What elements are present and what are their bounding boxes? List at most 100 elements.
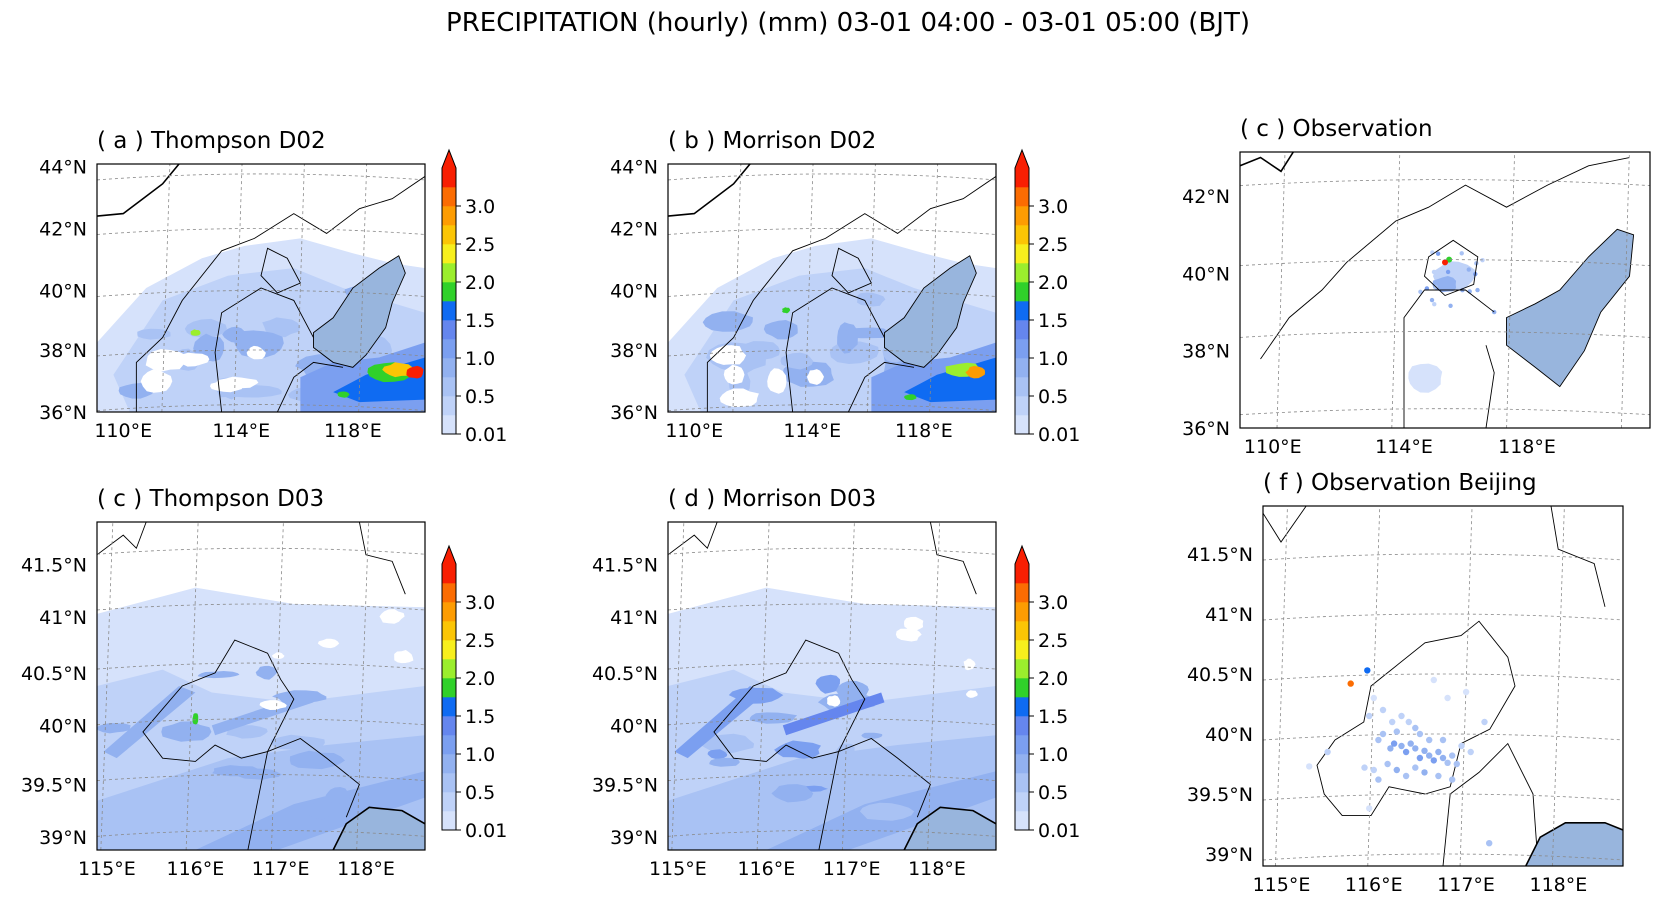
station-point-25 (1371, 695, 1377, 701)
panel-c_obs: ( c ) Observation110°E 114°E 118°E36°N38°N… (1182, 116, 1650, 458)
x-tick-c_obs-2: 118°E (1498, 436, 1556, 458)
colorbar-tick-d-1: 0.5 (1038, 782, 1068, 804)
colorbar-level-a-5 (442, 320, 456, 339)
panel-title-d: ( d ) Morrison D03 (668, 486, 876, 512)
map-area-c_obs (1240, 152, 1650, 428)
y-tick-f-2: 40°N (1205, 724, 1253, 746)
x-tick-b-0: 110°E (665, 420, 723, 442)
x-tick-a-1: 114°E (212, 420, 270, 442)
y-tick-b-3: 42°N (610, 218, 658, 240)
colorbar-level-d-5 (1015, 716, 1029, 735)
station-point-22 (1398, 713, 1404, 719)
x-tick-f-2: 117°E (1437, 874, 1495, 896)
colorbar-level-d-0 (1015, 811, 1029, 830)
station-point-3 (1380, 731, 1386, 737)
map-area-d (668, 522, 996, 850)
y-tick-a-0: 36°N (39, 402, 87, 424)
colorbar-tick-b-5: 2.5 (1038, 234, 1068, 256)
colorbar-tick-d-5: 2.5 (1038, 630, 1068, 652)
y-tick-c-3: 40.5°N (21, 663, 87, 685)
colorbar-level-c-1 (442, 792, 456, 811)
station-point-15 (1440, 755, 1446, 761)
panel-a: ( a ) Thompson D02110°E 114°E 118°E36°N38°… (39, 128, 425, 442)
y-tick-d-3: 40.5°N (592, 663, 658, 685)
station-point-5 (1391, 740, 1397, 746)
colorbar-tick-b-3: 1.5 (1038, 310, 1068, 332)
station-point-41 (1444, 695, 1450, 701)
colorbar-level-c-4 (442, 735, 456, 754)
colorbar-level-d-10 (1015, 621, 1029, 640)
panel-b: ( b ) Morrison D02110°E 114°E 118°E36°N38°… (610, 128, 996, 442)
station-point-23 (1389, 719, 1395, 725)
y-tick-c_obs-3: 42°N (1182, 186, 1230, 208)
station-point-21 (1406, 719, 1412, 725)
colorbar-level-b-9 (1015, 244, 1029, 263)
colorbar-level-d-7 (1015, 678, 1029, 697)
colorbar-level-c-13 (442, 564, 456, 583)
y-tick-c_obs-0: 36°N (1182, 418, 1230, 440)
colorbar-tick-d-3: 1.5 (1038, 706, 1068, 728)
obs-station-max-red-c_obs (1442, 259, 1448, 265)
x-tick-c-0: 115°E (78, 858, 136, 880)
y-tick-b-0: 36°N (610, 402, 658, 424)
panel-title-c_obs: ( c ) Observation (1240, 116, 1433, 142)
panel-title-b: ( b ) Morrison D02 (668, 128, 876, 154)
colorbar-level-b-2 (1015, 377, 1029, 396)
x-tick-f-1: 116°E (1345, 874, 1403, 896)
colorbar-level-c-7 (442, 678, 456, 697)
colorbar-tick-c-1: 0.5 (465, 782, 495, 804)
colorbar-tick-b-6: 3.0 (1038, 196, 1068, 218)
colorbar-level-d-6 (1015, 697, 1029, 716)
panel-c: ( c ) Thompson D03115°E 116°E 117°E 118°E39… (21, 486, 425, 880)
colorbar-level-a-13 (442, 168, 456, 187)
station-point-40 (1463, 689, 1469, 695)
colorbar-level-a-3 (442, 358, 456, 377)
colorbar-level-b-0 (1015, 415, 1029, 434)
colorbar-level-d-4 (1015, 735, 1029, 754)
colorbar-tick-c-5: 2.5 (465, 630, 495, 652)
colorbar-level-d-12 (1015, 583, 1029, 602)
panel-f: ( f ) Observation Beijing 115°E 116°E 117°E… (1187, 470, 1623, 896)
station-point-16 (1444, 760, 1450, 766)
figure-title: PRECIPITATION (hourly) (mm) 03-01 04:00 … (446, 8, 1250, 38)
station-point-29 (1403, 773, 1409, 779)
colorbar-level-b-8 (1015, 263, 1029, 282)
colorbar-tick-c-3: 1.5 (465, 706, 495, 728)
station-point-27 (1384, 761, 1390, 767)
panel-d: ( d ) Morrison D03115°E 116°E 117°E 118°E39… (592, 486, 996, 880)
x-tick-d-3: 118°E (908, 858, 966, 880)
panel-title-a: ( a ) Thompson D02 (97, 128, 326, 154)
y-tick-b-2: 40°N (610, 280, 658, 302)
colorbar-level-d-3 (1015, 754, 1029, 773)
colorbar-level-d-11 (1015, 602, 1029, 621)
station-point-1 (1364, 667, 1370, 673)
station-point-39 (1481, 719, 1487, 725)
colorbar-tick-d-0: 0.01 (1038, 820, 1080, 842)
panel-title-f: ( f ) Observation Beijing (1263, 470, 1537, 496)
colorbar-tick-b-2: 1.0 (1038, 348, 1068, 370)
colorbar-level-a-12 (442, 187, 456, 206)
station-point-32 (1435, 773, 1441, 779)
colorbar-tick-a-2: 1.0 (465, 348, 495, 370)
station-point-12 (1426, 752, 1432, 758)
station-point-19 (1426, 737, 1432, 743)
x-tick-c-2: 117°E (252, 858, 310, 880)
colorbar-tick-a-0: 0.01 (465, 424, 507, 446)
colorbar-level-c-0 (442, 811, 456, 830)
map-area-f (1263, 506, 1623, 866)
station-point-10 (1417, 755, 1423, 761)
colorbar-level-d-2 (1015, 773, 1029, 792)
colorbar-level-b-10 (1015, 225, 1029, 244)
y-tick-f-1: 39.5°N (1187, 784, 1253, 806)
colorbar-level-a-7 (442, 282, 456, 301)
obs-station-c_obs-11 (1460, 251, 1464, 255)
colorbar-level-b-3 (1015, 358, 1029, 377)
colorbar-tick-d-6: 3.0 (1038, 592, 1068, 614)
colorbar-tick-b-1: 0.5 (1038, 386, 1068, 408)
x-tick-c-3: 118°E (337, 858, 395, 880)
station-point-8 (1408, 740, 1414, 746)
colorbar-level-a-1 (442, 396, 456, 415)
colorbar-level-d-8 (1015, 659, 1029, 678)
station-point-33 (1449, 776, 1455, 782)
